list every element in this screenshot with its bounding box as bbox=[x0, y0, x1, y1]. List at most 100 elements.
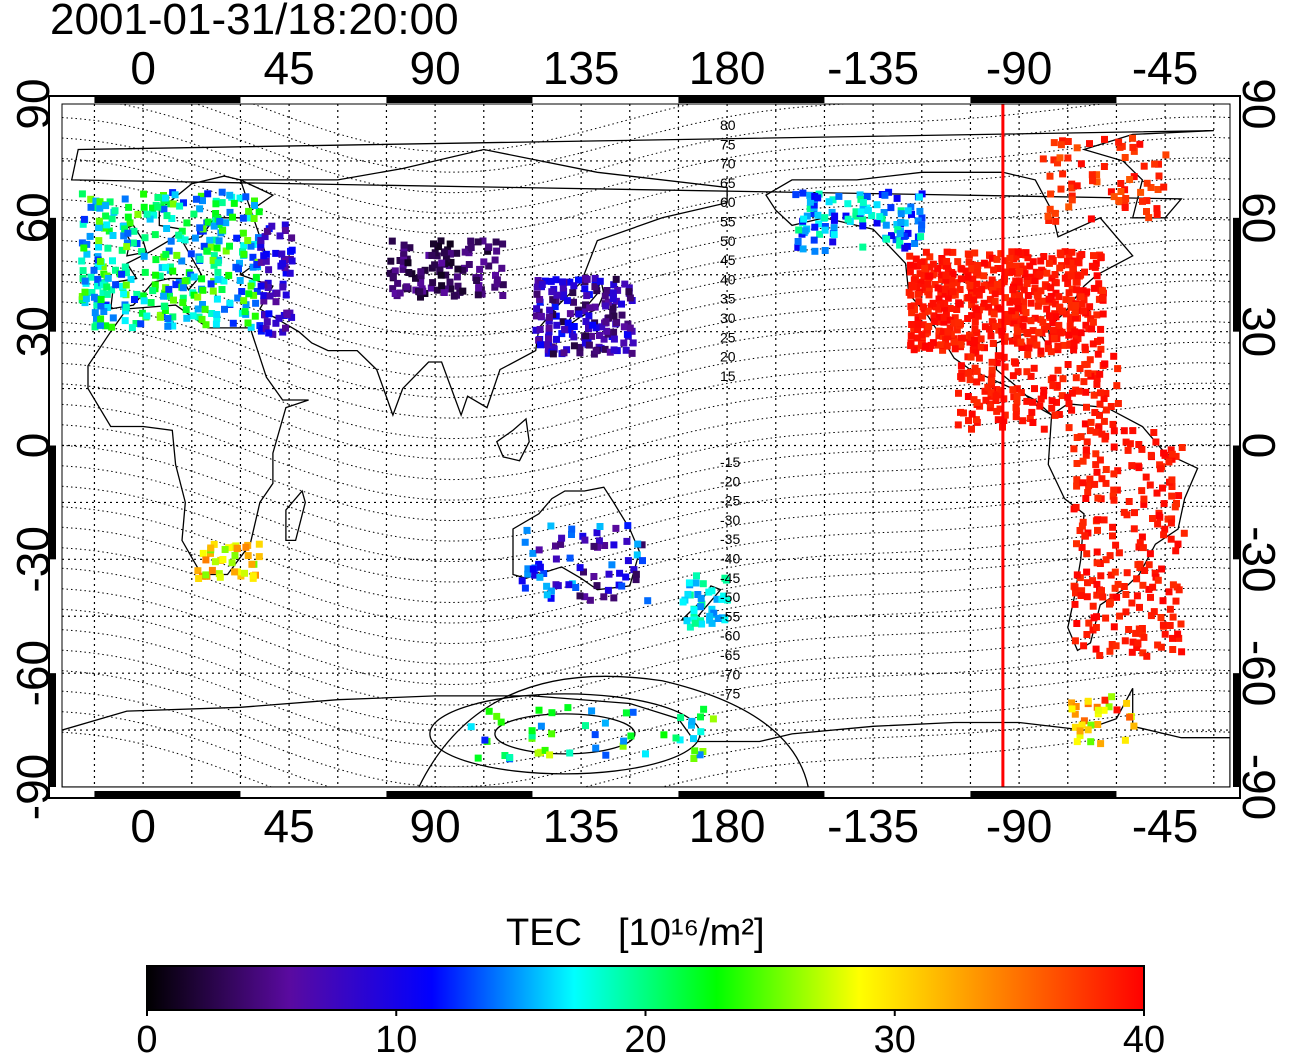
tec-cell bbox=[585, 312, 593, 320]
tec-cell bbox=[966, 338, 974, 346]
tec-cell bbox=[122, 307, 129, 315]
tec-cell bbox=[691, 747, 699, 755]
tec-cell bbox=[265, 329, 273, 337]
tec-cell bbox=[859, 243, 867, 251]
tec-cell bbox=[140, 203, 148, 211]
tec-cell bbox=[634, 540, 642, 548]
tec-cell bbox=[1082, 388, 1090, 396]
tec-cell bbox=[585, 341, 593, 349]
tec-cell bbox=[965, 417, 972, 425]
tec-cell bbox=[953, 279, 961, 287]
tec-cell bbox=[919, 303, 927, 311]
tec-cell bbox=[253, 287, 261, 295]
tec-cell bbox=[941, 304, 948, 312]
tec-cell bbox=[709, 715, 717, 723]
tec-cell bbox=[1026, 415, 1034, 422]
contour-label: 40 bbox=[720, 271, 736, 287]
tec-cell bbox=[108, 215, 116, 223]
tec-cell bbox=[1047, 284, 1055, 292]
tec-cell bbox=[794, 238, 802, 245]
tec-cell bbox=[921, 264, 929, 272]
tec-cell bbox=[913, 262, 920, 270]
tec-cell bbox=[988, 381, 995, 389]
tec-cell bbox=[1143, 208, 1150, 215]
tec-cell bbox=[1099, 294, 1106, 302]
tec-cell bbox=[628, 349, 636, 357]
tec-cell bbox=[467, 237, 475, 245]
lon-tick-bottom: 90 bbox=[410, 800, 461, 852]
tec-cell bbox=[1155, 172, 1163, 180]
tec-cell bbox=[1096, 400, 1104, 408]
tec-cell bbox=[1167, 519, 1175, 527]
tec-cell bbox=[1017, 389, 1025, 397]
tec-cell bbox=[964, 267, 972, 275]
tec-cell bbox=[708, 605, 716, 613]
tec-cell bbox=[927, 341, 935, 349]
tec-cell bbox=[1051, 300, 1059, 308]
tec-cell bbox=[1014, 368, 1022, 376]
tec-cell bbox=[1096, 456, 1104, 464]
tec-cell bbox=[95, 243, 103, 251]
tec-cell bbox=[933, 303, 940, 311]
tec-cell bbox=[389, 285, 397, 293]
tec-cell bbox=[1079, 457, 1087, 465]
tec-cell bbox=[537, 341, 544, 349]
tec-cell bbox=[260, 252, 268, 260]
tec-cell bbox=[566, 749, 574, 757]
tec-cell bbox=[944, 333, 952, 341]
tec-cell bbox=[493, 276, 501, 284]
colorbar: TEC [10¹⁶/m²] 0 10 20 30 40 bbox=[136, 912, 1165, 1057]
tec-cell bbox=[937, 276, 945, 284]
tec-cell bbox=[264, 279, 272, 287]
tec-cell bbox=[794, 243, 802, 251]
tec-cell bbox=[138, 309, 146, 317]
tec-cell bbox=[581, 536, 589, 544]
tec-cell bbox=[210, 252, 218, 260]
tec-cell bbox=[568, 531, 575, 538]
tec-cell bbox=[1106, 599, 1114, 607]
tec-cell bbox=[95, 237, 103, 245]
tec-cell bbox=[141, 234, 149, 242]
tec-cell bbox=[125, 203, 133, 211]
tec-cell bbox=[676, 736, 684, 744]
tec-cell bbox=[971, 325, 979, 333]
tec-cell bbox=[81, 288, 89, 296]
tec-cell bbox=[164, 315, 172, 322]
tec-cell bbox=[501, 752, 509, 759]
tec-cell bbox=[987, 332, 995, 340]
lon-tick-bottom: 45 bbox=[264, 800, 315, 852]
tec-cell bbox=[566, 310, 574, 318]
tec-cell bbox=[1067, 272, 1075, 280]
tec-cell bbox=[564, 704, 572, 712]
tec-cell bbox=[988, 358, 996, 366]
tec-cell bbox=[1159, 597, 1167, 605]
tec-cell bbox=[229, 213, 236, 221]
tec-cell bbox=[943, 248, 951, 256]
tec-cell bbox=[1168, 492, 1176, 500]
tec-cell bbox=[493, 247, 501, 255]
tec-cell bbox=[193, 195, 200, 203]
tec-cell bbox=[1167, 446, 1175, 454]
tec-cell bbox=[950, 335, 958, 343]
tec-cell bbox=[1165, 588, 1173, 596]
tec-cell bbox=[1124, 446, 1132, 454]
tec-cell bbox=[1081, 361, 1089, 369]
tec-cell bbox=[1108, 641, 1116, 648]
tec-cell bbox=[1094, 721, 1102, 728]
tec-cell bbox=[120, 290, 128, 298]
tec-cell bbox=[1153, 489, 1161, 497]
tec-cell bbox=[694, 591, 702, 598]
tec-cell bbox=[209, 287, 217, 295]
tec-cell bbox=[829, 238, 837, 246]
tec-cell bbox=[896, 241, 904, 249]
tec-cell bbox=[1081, 343, 1089, 351]
tec-cell bbox=[1069, 266, 1077, 274]
tec-cell bbox=[252, 299, 260, 307]
tec-cell bbox=[1161, 630, 1169, 638]
tec-cell bbox=[1080, 378, 1088, 386]
tec-cell bbox=[212, 320, 220, 328]
tec-cell bbox=[94, 275, 102, 283]
tec-cell bbox=[929, 260, 937, 268]
tec-cell bbox=[199, 549, 207, 557]
tec-cell bbox=[548, 709, 556, 717]
